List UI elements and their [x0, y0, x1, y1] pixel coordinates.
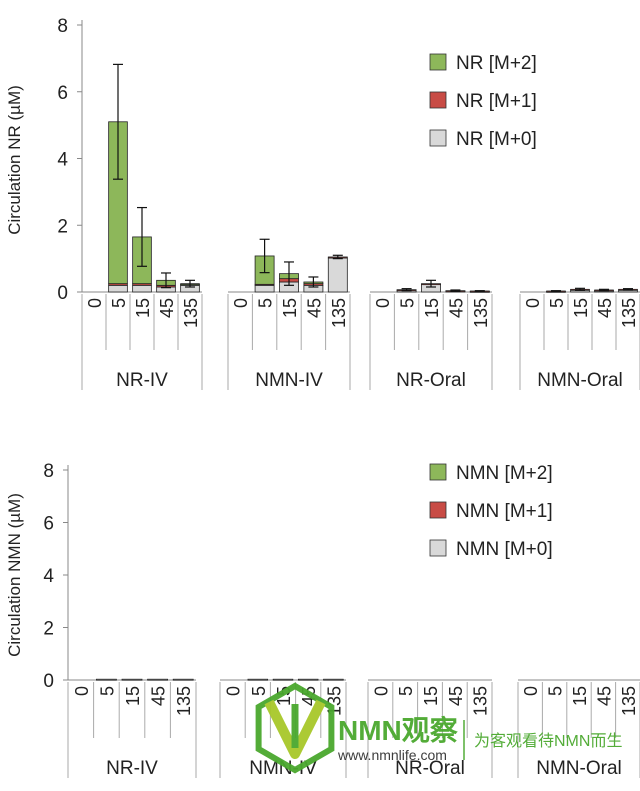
- x-tick-label: 0: [224, 686, 244, 696]
- bar-nmn-iv-5-Mp0: [254, 284, 275, 293]
- x-tick-label: 0: [521, 686, 541, 696]
- x-tick-label: 5: [547, 298, 567, 308]
- x-tick-label: 45: [446, 298, 466, 318]
- x-tick-label: 15: [123, 686, 143, 706]
- x-tick-label: 5: [256, 298, 276, 308]
- x-tick-label: 135: [471, 686, 491, 716]
- legend: NMN [M+2] NMN [M+1] NMN [M+0]: [429, 463, 553, 560]
- legend-swatch: [429, 463, 447, 481]
- y-tick-label: 0: [57, 283, 68, 304]
- bar-nmn-iv-5-Mp0: [247, 678, 269, 681]
- legend-swatch: [429, 539, 447, 557]
- x-tick-label: 135: [619, 686, 639, 716]
- x-tick-label: 5: [109, 298, 129, 308]
- x-tick-label: 0: [231, 298, 251, 308]
- x-tick-label: 45: [594, 686, 614, 706]
- y-tick-label: 8: [57, 16, 68, 37]
- bar-nmn-iv-135-Mp0: [327, 257, 348, 293]
- x-tick-label: 5: [398, 298, 418, 308]
- y-tick-label: 6: [57, 83, 68, 104]
- bar-nr-iv-15-Mp0: [121, 678, 143, 681]
- x-tick-label: 15: [571, 298, 591, 318]
- hexagon-icon: [255, 682, 335, 774]
- y-tick-label: 2: [57, 216, 68, 237]
- legend-swatch: [429, 91, 447, 109]
- y-axis-label: Circulation NR (µM): [5, 85, 24, 235]
- y-tick-label: 0: [43, 671, 54, 692]
- x-tick-label: 5: [396, 686, 416, 696]
- x-tick-label: 0: [72, 686, 92, 696]
- legend-label: NR [M+1]: [456, 91, 537, 112]
- x-tick-label: 5: [97, 686, 117, 696]
- group-label: NMN-Oral: [536, 758, 622, 779]
- x-tick-label: 5: [546, 686, 566, 696]
- bar-nmn-iv-15-Mp0: [272, 678, 294, 681]
- x-tick-label: 15: [570, 686, 590, 706]
- legend-label: NMN [M+0]: [456, 539, 553, 560]
- x-tick-label: 135: [181, 298, 201, 328]
- legend-label: NMN [M+1]: [456, 501, 553, 522]
- x-tick-label: 135: [174, 686, 194, 716]
- group-label: NR-Oral: [395, 758, 465, 779]
- watermark-slogan: 为客观看待NMN而生: [474, 732, 622, 750]
- legend-swatch: [429, 53, 447, 71]
- y-tick-label: 2: [43, 619, 54, 640]
- x-tick-label: 15: [280, 298, 300, 318]
- x-tick-label: 135: [619, 298, 639, 328]
- bar-nr-iv-15-Mp0: [132, 284, 152, 293]
- legend-label: NMN [M+2]: [456, 463, 553, 484]
- group-label: NMN-IV: [249, 758, 317, 779]
- x-tick-label: 45: [595, 298, 615, 318]
- x-tick-label: 135: [471, 298, 491, 328]
- x-tick-label: 15: [422, 298, 442, 318]
- bar-nr-iv-5-Mp0: [96, 678, 117, 681]
- x-tick-label: 0: [85, 298, 105, 308]
- x-tick-label: 0: [373, 298, 393, 308]
- bar-nmn-iv-45-Mp0: [297, 678, 319, 681]
- legend: NR [M+2] NR [M+1] NR [M+0]: [429, 53, 537, 150]
- legend-swatch: [429, 501, 447, 519]
- x-tick-label: 15: [133, 298, 153, 318]
- x-tick-label: 0: [371, 686, 391, 696]
- y-tick-label: 4: [57, 150, 68, 171]
- x-tick-label: 45: [304, 298, 324, 318]
- legend-swatch: [429, 129, 447, 147]
- y-axis-label: Circulation NMN (µM): [5, 493, 24, 657]
- bar-nr-iv-5-Mp0: [108, 284, 128, 293]
- bar-nmn-iv-135-Mp0: [323, 678, 344, 681]
- v-mark-icon: [264, 699, 326, 759]
- x-tick-label: 135: [329, 298, 349, 328]
- y-tick-label: 6: [43, 514, 54, 535]
- watermark-url: www.nmnlife.com: [337, 747, 447, 763]
- x-tick-label: 45: [149, 686, 169, 706]
- y-tick-label: 8: [43, 461, 54, 482]
- legend-label: NR [M+0]: [456, 129, 537, 150]
- x-tick-label: 0: [523, 298, 543, 308]
- watermark-brand: NMN观察: [338, 715, 459, 746]
- group-label: NR-IV: [116, 370, 168, 391]
- x-tick-label: 5: [249, 686, 269, 696]
- x-tick-label: 15: [421, 686, 441, 706]
- bar-nr-iv-135-Mp0: [172, 678, 194, 681]
- x-tick-label: 45: [446, 686, 466, 706]
- legend-label: NR [M+2]: [456, 53, 537, 74]
- group-label: NMN-IV: [255, 370, 323, 391]
- x-tick-label: 45: [157, 298, 177, 318]
- group-label: NR-Oral: [396, 370, 466, 391]
- group-label: NR-IV: [106, 758, 158, 779]
- bar-nr-iv-45-Mp0: [147, 678, 168, 681]
- y-tick-label: 4: [43, 566, 54, 587]
- group-label: NMN-Oral: [537, 370, 623, 391]
